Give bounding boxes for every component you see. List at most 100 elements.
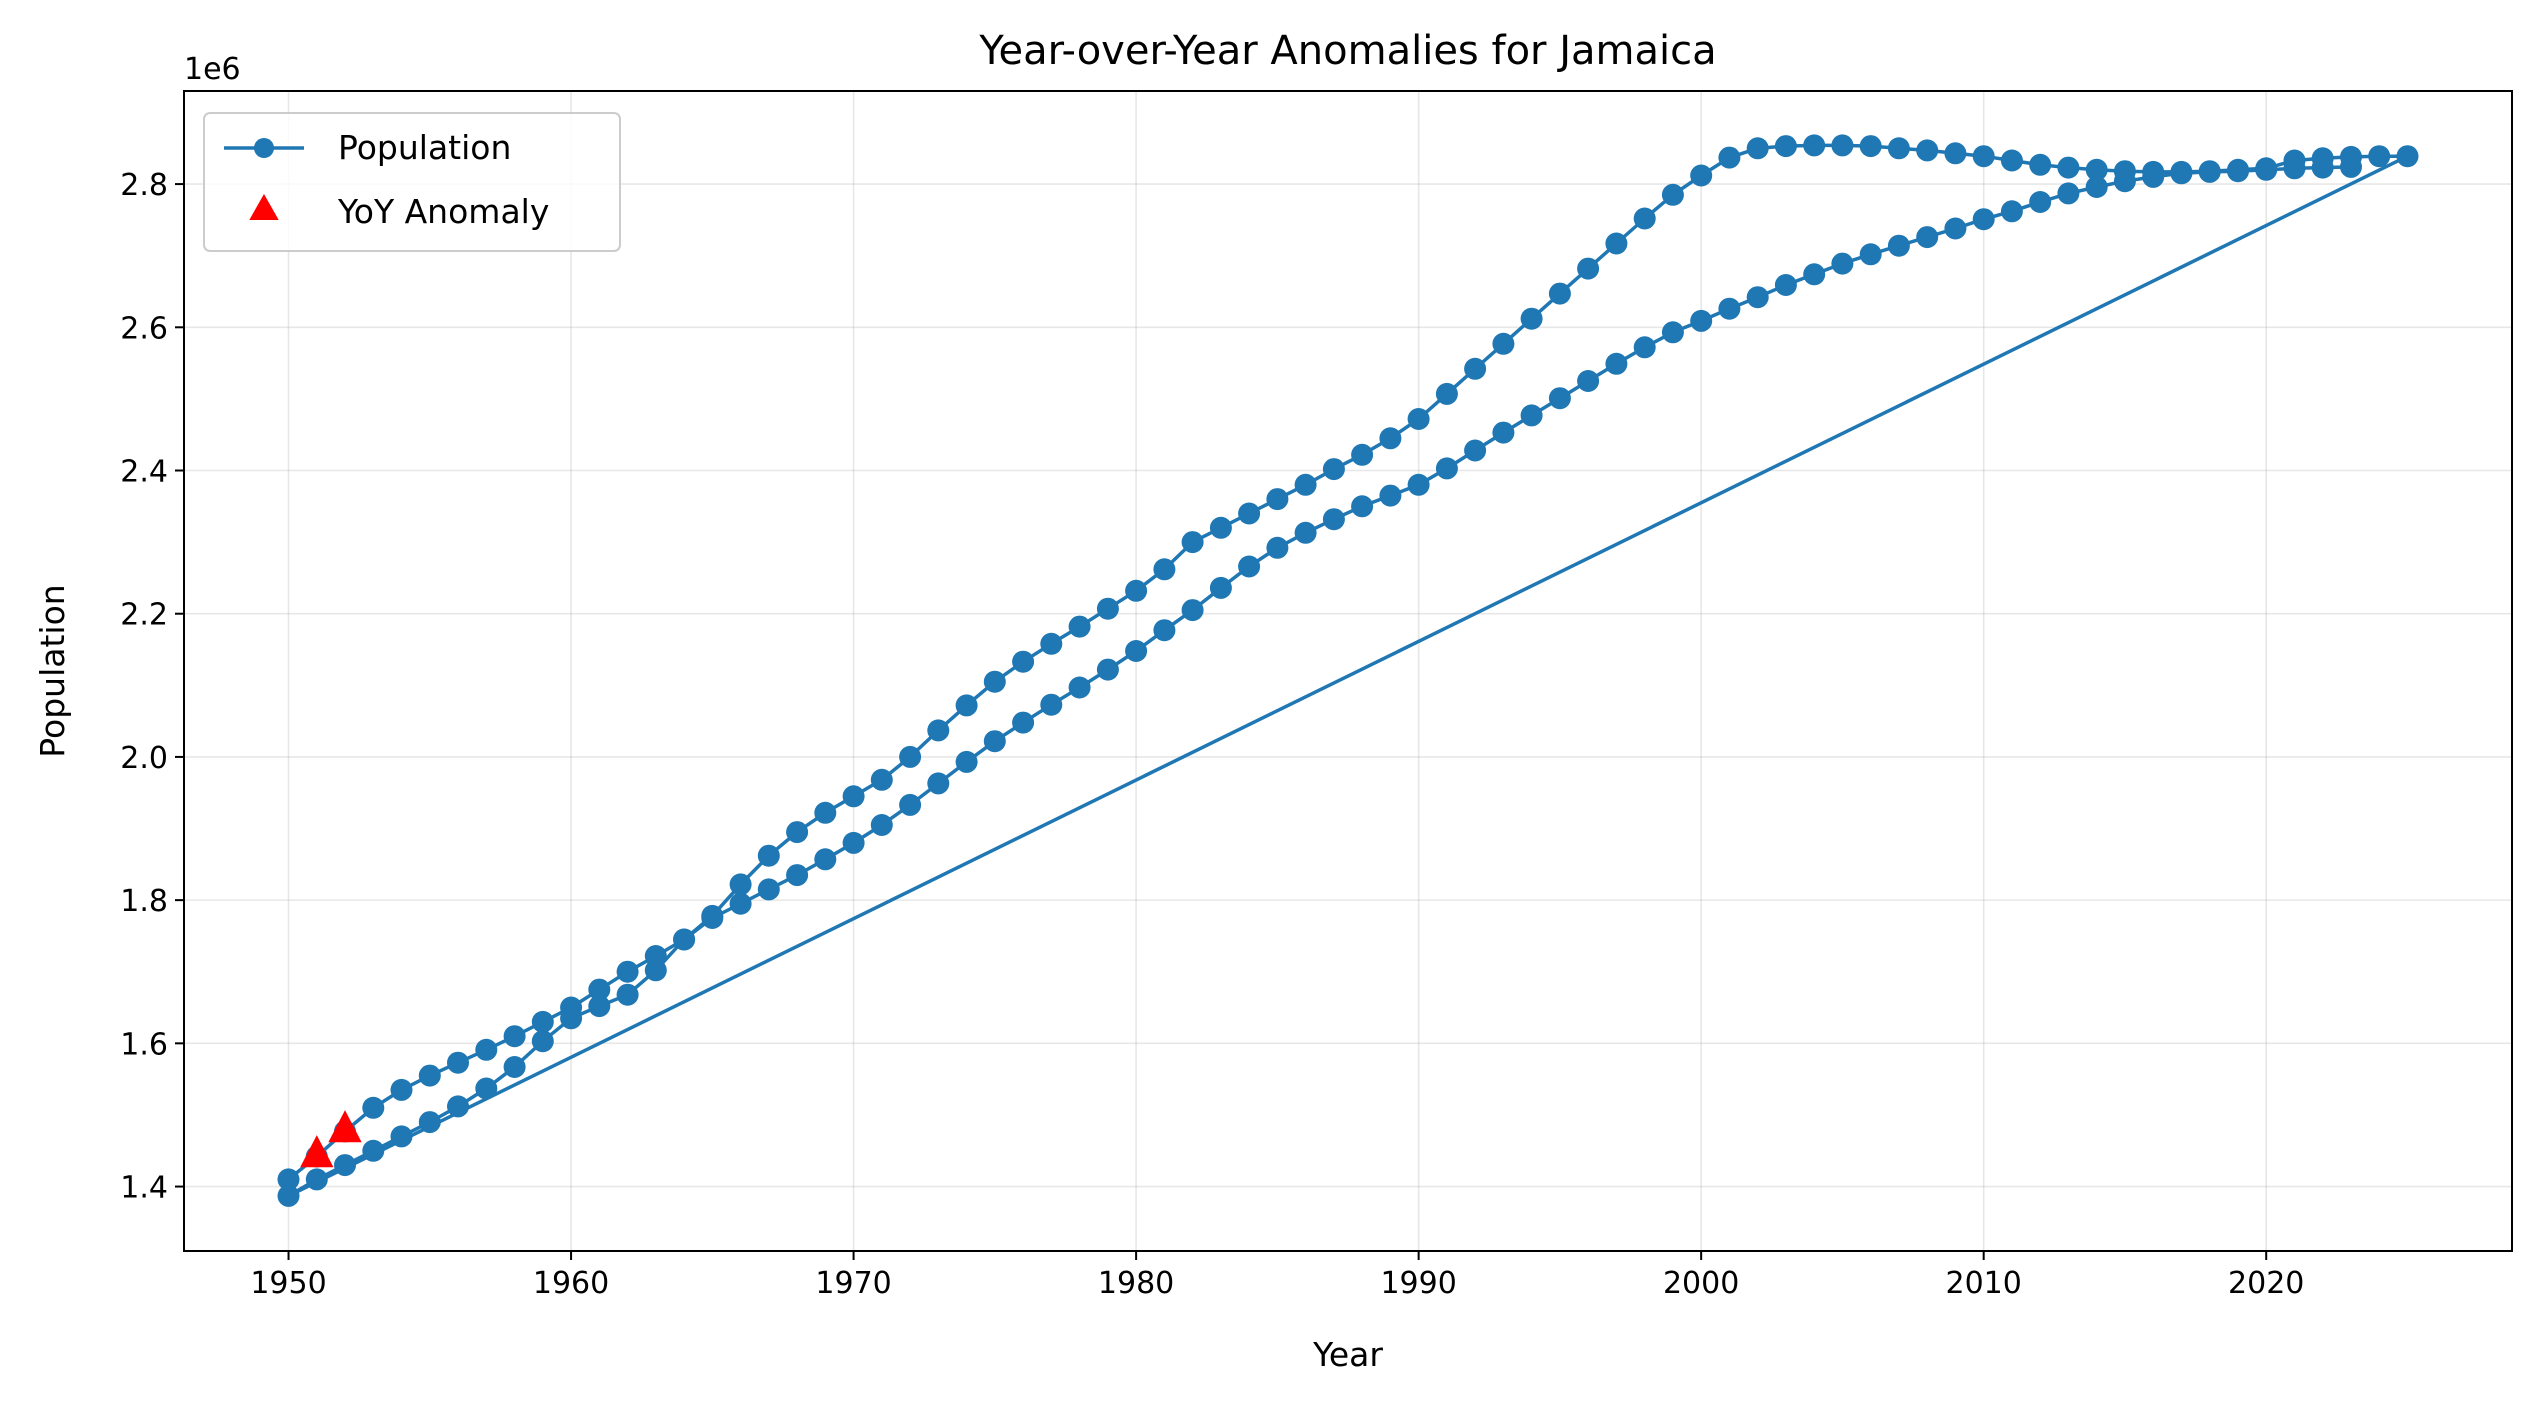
population-point [1492, 332, 1515, 355]
population-point [2311, 156, 2334, 179]
population-point [1407, 408, 1430, 430]
population-point [1774, 274, 1797, 296]
population-point [786, 864, 809, 887]
population-point [447, 1051, 469, 1074]
population-point [1153, 558, 1176, 581]
population-point [1209, 516, 1232, 539]
anomaly-marker [300, 1135, 334, 1168]
population-point [1209, 576, 1232, 599]
y-tick-label: 2.2 [120, 598, 168, 633]
population-point [1916, 226, 1939, 249]
y-tick-label: 1.6 [120, 1027, 168, 1062]
population-point [842, 831, 865, 854]
population-point [305, 1168, 328, 1191]
grid-lines [184, 91, 2512, 1251]
population-point [2170, 162, 2193, 185]
population-point [842, 785, 865, 808]
population-point [757, 878, 780, 901]
x-tick-label: 1970 [815, 1266, 891, 1301]
population-point [1351, 443, 1374, 466]
legend: Population YoY Anomaly [203, 112, 621, 252]
population-point [927, 719, 950, 742]
y-tick-label: 2.8 [120, 168, 168, 203]
population-point [1322, 508, 1345, 531]
population-point [2000, 200, 2023, 223]
population-point [1605, 232, 1628, 255]
population-point [362, 1139, 385, 1162]
population-point [1379, 484, 1402, 507]
population-point [786, 821, 809, 844]
chart-title: Year-over-Year Anomalies for Jamaica [978, 28, 1716, 74]
population-point [447, 1095, 469, 1118]
population-point [814, 848, 837, 871]
population-point [983, 730, 1006, 753]
x-axis: 1950 1960 1970 1980 1990 2000 2010 2020 [250, 1251, 2304, 1301]
population-point [1153, 619, 1176, 642]
population-point [1661, 183, 1684, 206]
population-point [927, 772, 950, 795]
population-point [1096, 658, 1119, 681]
population-point [1916, 139, 1939, 162]
population-point [2340, 155, 2362, 178]
x-tick-label: 1980 [1098, 1266, 1174, 1301]
population-point [2113, 170, 2136, 193]
legend-label-yoy-anomaly: YoY Anomaly [337, 192, 549, 231]
population-point [1887, 234, 1910, 257]
population-point [616, 983, 639, 1006]
population-point [475, 1077, 498, 1100]
population-point [1831, 252, 1854, 275]
legend-box [203, 112, 621, 252]
population-point [1718, 297, 1741, 320]
population-point [2142, 165, 2165, 188]
population-point [1520, 307, 1543, 330]
legend-population-marker [254, 138, 274, 158]
population-point [1859, 135, 1882, 158]
population-point [1238, 502, 1261, 525]
population-point [418, 1064, 441, 1087]
y-tick-label: 2.0 [120, 741, 168, 776]
population-point [1548, 282, 1571, 305]
population-point [1718, 146, 1741, 169]
population-point [2255, 158, 2278, 181]
population-point [1181, 531, 1204, 554]
population-point [757, 844, 780, 867]
population-point [277, 1168, 300, 1191]
legend-label-population: Population [338, 128, 511, 167]
population-point [1351, 495, 1374, 518]
population-point [1746, 286, 1769, 309]
population-point [418, 1111, 441, 1134]
population-point [899, 793, 922, 816]
y-offset-text: 1e6 [184, 52, 241, 87]
y-axis: 1.4 1.6 1.8 2.0 2.2 2.4 2.6 2.8 [120, 168, 184, 1206]
population-point [1068, 676, 1091, 699]
population-point [1322, 458, 1345, 481]
population-point [899, 745, 922, 768]
population-point [1266, 536, 1289, 559]
population-point [503, 1056, 526, 1078]
population-point [870, 814, 893, 836]
y-tick-label: 2.4 [120, 455, 168, 490]
population-point [1577, 257, 1600, 280]
population-point [1125, 640, 1148, 662]
x-axis-label: Year [1312, 1335, 1383, 1374]
population-point [1520, 404, 1543, 427]
population-point [531, 1030, 554, 1053]
population-point [1435, 457, 1458, 480]
population-point [673, 928, 696, 951]
population-point [1633, 336, 1656, 359]
population-point [2085, 176, 2108, 198]
population-point [2000, 149, 2023, 172]
population-point [1181, 599, 1204, 622]
population-point [1464, 357, 1487, 380]
y-tick-label: 1.8 [120, 884, 168, 919]
population-point [390, 1078, 413, 1101]
y-tick-label: 2.6 [120, 311, 168, 346]
population-point [1266, 488, 1289, 511]
population-point [870, 768, 893, 791]
population-point [955, 750, 978, 773]
population-point [1577, 370, 1600, 392]
population-point [1831, 134, 1854, 157]
population-point [531, 1010, 554, 1033]
population-point [2029, 191, 2052, 213]
